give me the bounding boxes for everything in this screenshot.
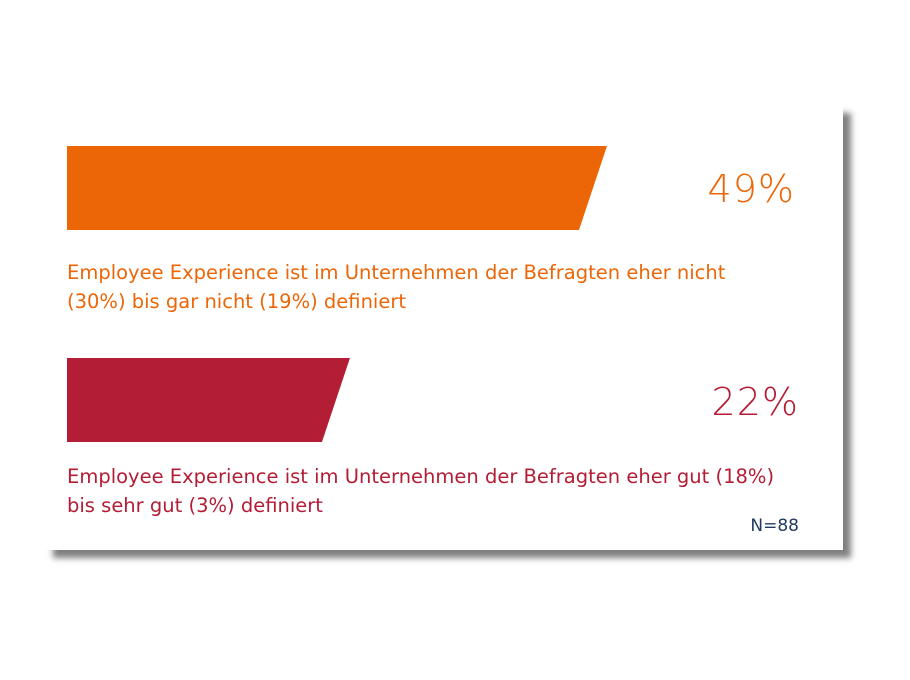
- value-label-1: 22%: [711, 380, 799, 424]
- bar-1: [67, 358, 350, 442]
- bar-chart: [67, 146, 607, 442]
- bar-0: [67, 146, 607, 230]
- chart-card: 49% Employee Experience ist im Unternehm…: [45, 105, 843, 550]
- sample-size-note: N=88: [750, 516, 799, 536]
- category-label-1: Employee Experience ist im Unternehmen d…: [67, 465, 775, 517]
- value-label-0: 49%: [707, 167, 795, 211]
- category-label-0: Employee Experience ist im Unternehmen d…: [67, 261, 726, 313]
